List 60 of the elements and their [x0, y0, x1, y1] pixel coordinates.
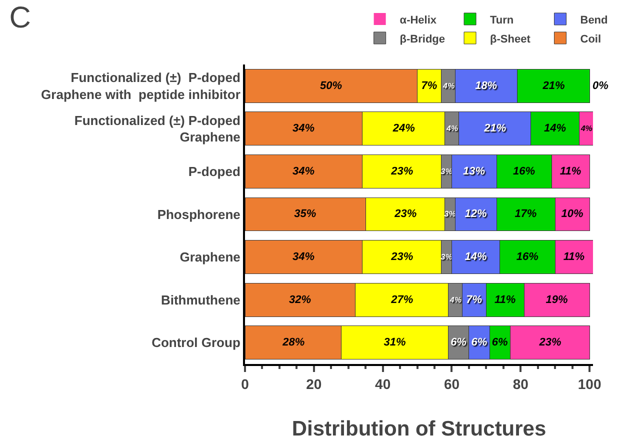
data-label: 35%: [294, 208, 316, 220]
data-label: 24%: [392, 122, 416, 135]
x-axis-title: Distribution of Structures: [292, 418, 546, 440]
legend-label: β-Sheet: [490, 33, 531, 46]
data-label: 4%: [448, 295, 462, 304]
legend-label: α-Helix: [400, 14, 438, 26]
data-label: 27%: [390, 294, 414, 306]
data-label: 7%: [421, 80, 438, 92]
data-label: 50%: [320, 80, 342, 92]
data-label: 6%: [471, 336, 488, 349]
data-label: 17%: [514, 208, 537, 220]
data-label: 14%: [464, 251, 487, 264]
data-label: 16%: [516, 251, 539, 264]
data-label: 13%: [463, 165, 486, 178]
data-label: 10%: [561, 208, 584, 220]
data-label: 6%: [450, 336, 467, 349]
data-label: 4%: [445, 124, 458, 134]
data-label: 23%: [394, 208, 417, 220]
data-label: 18%: [475, 80, 498, 92]
data-label: 23%: [390, 165, 414, 178]
data-label: 23%: [538, 336, 562, 349]
y-tick-label: Graphene: [180, 250, 240, 265]
legend-label: Turn: [490, 14, 514, 26]
data-label: 14%: [544, 122, 566, 135]
data-label: 21%: [483, 122, 506, 135]
x-tick-label: 40: [375, 376, 391, 392]
x-tick-label: 0: [241, 376, 250, 392]
y-tick-label: Functionalized (±) P-doped Graphene with peptide inhibitor: [41, 70, 240, 102]
x-tick-label: 100: [578, 376, 602, 392]
data-label: 19%: [546, 294, 568, 306]
data-label: 16%: [512, 165, 536, 178]
data-label: 34%: [292, 251, 315, 264]
y-tick-label: P-doped: [188, 164, 240, 179]
data-label: 23%: [390, 251, 414, 264]
data-label: 7%: [466, 294, 482, 306]
data-label: 11%: [560, 165, 582, 178]
x-tick-label: 80: [512, 376, 529, 392]
y-tick-label: Control Group: [152, 335, 240, 350]
data-label: 21%: [542, 80, 565, 92]
data-label: 12%: [464, 208, 487, 220]
data-label: 34%: [292, 165, 315, 178]
legend-label: β-Bridge: [400, 33, 446, 46]
data-label: 11%: [563, 251, 585, 264]
y-tick-label: Bithmuthene: [160, 292, 240, 308]
chart-title: C: [9, 2, 31, 35]
data-label: 31%: [384, 336, 406, 349]
legend-label: Coil: [580, 33, 602, 46]
data-label: 4%: [580, 124, 592, 134]
y-tick-label: Phosphorene: [157, 206, 240, 222]
y-tick-label: Functionalized (±) P-doped Graphene: [74, 112, 240, 145]
data-label: 4%: [442, 81, 455, 90]
x-tick-label: 20: [306, 376, 322, 392]
data-label: 32%: [289, 294, 312, 306]
x-tick-label: 60: [444, 376, 460, 392]
legend-label: Bend: [580, 14, 608, 26]
data-label: 6%: [492, 336, 508, 349]
data-label: 28%: [282, 336, 305, 349]
data-label: 34%: [292, 122, 315, 135]
data-label: 0%: [592, 80, 609, 92]
data-label: 11%: [494, 294, 516, 306]
